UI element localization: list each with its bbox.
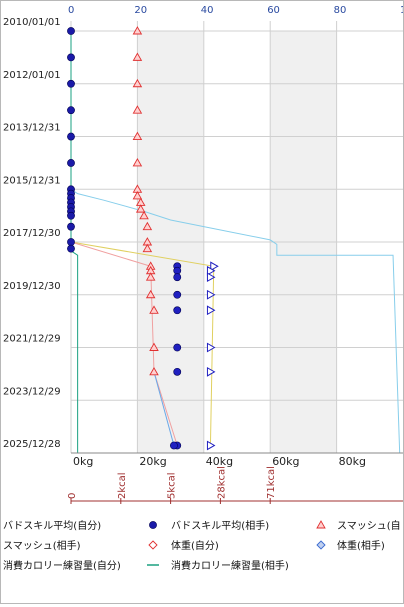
data-point: [142, 243, 153, 253]
data-point: [173, 306, 182, 315]
legend-label: スマッシュ(自: [337, 519, 401, 532]
top-tick-label: 20: [134, 5, 147, 16]
kcal-tick-label: 28kcal: [216, 466, 227, 499]
series-line: [70, 31, 79, 453]
y-tick-label: 2023/12/29: [3, 386, 61, 397]
kcal-tick-label: 0: [67, 493, 78, 499]
y-tick-label: 2013/12/31: [3, 123, 61, 134]
data-point: [67, 27, 75, 35]
top-tick-label: 10: [400, 5, 403, 16]
legend-label: バドスキル平均(相手): [171, 519, 269, 532]
legend-label: 体重(自分): [171, 539, 219, 552]
series-line: [70, 241, 178, 446]
legend-label: スマッシュ(相手): [3, 539, 81, 552]
data-point: [67, 132, 75, 141]
data-point: [170, 441, 178, 450]
kcal-tick-label: 71kcal: [266, 466, 277, 499]
data-point: [67, 106, 75, 115]
data-point: [132, 26, 143, 35]
data-point: [173, 367, 182, 376]
legend-marker-diamond: [316, 540, 326, 550]
legend-label: 体重(相手): [337, 539, 385, 552]
kcal-tick-label: 5kcal: [167, 472, 178, 499]
bottom-tick-label: 60kg: [272, 455, 299, 468]
data-point: [206, 366, 216, 377]
legend-label: バドスキル平均(自分): [3, 519, 101, 532]
data-point: [132, 105, 143, 114]
data-point: [173, 266, 182, 275]
data-point: [67, 244, 75, 253]
data-point: [142, 221, 153, 231]
data-point: [173, 273, 182, 282]
data-point: [206, 289, 216, 300]
data-point: [149, 305, 159, 314]
kcal-tick-label: 2kcal: [117, 472, 128, 499]
data-point: [139, 210, 149, 220]
series-line: [153, 371, 175, 446]
y-tick-label: 2019/12/30: [3, 281, 61, 292]
legend-marker-diamond: [148, 540, 158, 550]
y-tick-label: 2015/12/31: [3, 175, 61, 186]
data-point: [145, 272, 156, 281]
y-tick-label: 2010/01/01: [3, 17, 61, 28]
bottom-tick-label: 80kg: [339, 455, 366, 468]
bottom-tick-label: 40kg: [206, 455, 233, 468]
data-point: [206, 265, 216, 276]
top-tick-label: 80: [334, 5, 347, 16]
y-tick-label: 2017/12/30: [3, 228, 61, 239]
data-point: [206, 440, 216, 451]
legend-marker-triangle: [316, 520, 326, 529]
y-tick-label: 2012/01/01: [3, 70, 61, 81]
data-point: [206, 272, 216, 283]
data-point: [132, 78, 143, 88]
top-tick-label: 60: [267, 5, 280, 16]
data-point: [149, 342, 159, 351]
data-point: [135, 204, 146, 213]
data-point: [173, 290, 182, 299]
data-point: [149, 366, 159, 376]
data-point: [132, 131, 143, 141]
bottom-tick-label: 0kg: [73, 455, 93, 468]
data-point: [210, 261, 219, 272]
data-point: [145, 289, 156, 299]
legend-label: 消費カロリー練習量(自分): [3, 559, 121, 572]
data-point: [67, 211, 75, 220]
data-point: [173, 343, 182, 352]
series-line: [70, 31, 401, 454]
top-tick-label: 40: [201, 5, 214, 16]
data-point: [132, 52, 143, 61]
legend-marker-circle: [149, 521, 157, 529]
data-point: [67, 53, 75, 62]
data-point: [67, 159, 75, 167]
legend-label: 消費カロリー練習量(相手): [171, 559, 289, 572]
data-point: [206, 305, 216, 316]
data-point: [67, 222, 75, 231]
y-tick-label: 2021/12/29: [3, 334, 61, 345]
top-tick-label: 0: [68, 5, 74, 16]
data-point: [132, 158, 143, 167]
data-point: [206, 342, 216, 353]
data-point: [132, 190, 143, 200]
y-tick-label: 2025/12/28: [3, 439, 61, 450]
bottom-tick-label: 20kg: [139, 455, 166, 468]
data-point: [67, 238, 75, 246]
data-point: [67, 79, 75, 88]
